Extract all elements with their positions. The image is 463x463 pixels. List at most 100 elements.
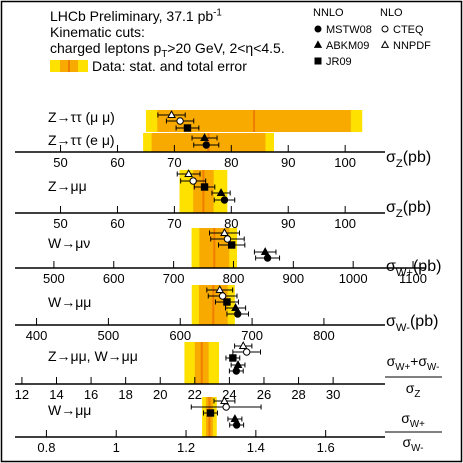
x-axis-label-numerator-part: W+ [410, 419, 425, 430]
marker [220, 228, 229, 237]
marker [263, 254, 272, 262]
marker [230, 414, 240, 423]
legend-label: ABKM09 [326, 40, 369, 52]
x-tick-label: 700 [163, 271, 185, 286]
x-axis-label-part: Z [396, 158, 403, 170]
x-axis-label-numerator-part: σ [387, 353, 396, 369]
x-tick-label: 80 [224, 155, 238, 170]
x-axis-label: σW-(pb) [386, 313, 438, 334]
marker [314, 25, 322, 33]
legend-label: MSTW08 [326, 24, 372, 36]
x-tick-label: 1000 [339, 271, 368, 286]
legend-label: NNPDF [393, 40, 431, 52]
marker [200, 183, 209, 191]
header-line: LHCb Preliminary, 37.1 pb-1 [50, 7, 222, 24]
x-axis-label-part: Z [396, 208, 403, 220]
marker [234, 310, 242, 318]
x-axis-label-denominator: σZ [406, 380, 421, 400]
marker [222, 403, 230, 411]
marker [216, 188, 226, 197]
x-axis-label-numerator-part: +σ [410, 353, 427, 369]
x-axis-label-numerator-part: W- [427, 362, 439, 373]
marker [231, 303, 240, 312]
x-tick-label: 90 [281, 216, 295, 231]
x-axis-label-part: W- [396, 322, 410, 334]
marker [227, 241, 236, 249]
header-line: charged leptons pT>20 GeV, 2<η<4.5. [50, 40, 285, 60]
legend-band-label: Data: stat. and total error [92, 58, 247, 74]
marker [220, 396, 229, 405]
x-tick-label: 1.2 [177, 440, 195, 455]
x-axis-label-part: W+ [396, 267, 413, 279]
x-tick-label: 60 [110, 155, 124, 170]
x-tick-label: 100 [334, 216, 356, 231]
x-tick-label: 50 [53, 155, 67, 170]
x-tick-label: 1 [113, 440, 120, 455]
x-axis-label-part: σ [386, 199, 396, 216]
x-axis-label-denominator: σW- [403, 434, 424, 454]
x-tick-label: 26 [257, 387, 271, 402]
header-line-part: charged leptons p [50, 40, 162, 56]
x-axis-label-part: (pb) [403, 199, 431, 216]
x-axis-label-part: (pb) [403, 149, 431, 166]
marker [313, 40, 323, 48]
x-axis-label-denominator-part: σ [403, 434, 412, 450]
marker [206, 409, 215, 417]
x-axis-label: σZ(pb) [386, 199, 431, 220]
x-axis-label-part: (pb) [413, 258, 441, 275]
marker [167, 110, 176, 119]
marker [223, 235, 232, 243]
header-line-part: >20 GeV, 2<η<4.5. [167, 40, 284, 56]
marker [202, 141, 210, 149]
x-tick-label: 30 [326, 387, 340, 402]
header-line: Kinematic cuts: [50, 24, 145, 40]
measurement-label: W→μμ [48, 294, 91, 310]
marker [232, 367, 241, 375]
x-tick-label: 28 [291, 387, 305, 402]
legend-label: CTEQ [393, 24, 424, 36]
x-tick-label: 18 [118, 387, 132, 402]
x-axis-label-part: σ [386, 313, 396, 330]
x-tick-label: 500 [98, 328, 120, 343]
measurement-label: Z→ττ (μ μ) [48, 109, 115, 125]
x-axis-label-part: σ [386, 258, 396, 275]
legend-label: JR09 [326, 56, 352, 68]
x-tick-label: 900 [282, 271, 304, 286]
marker [200, 133, 209, 142]
x-axis-label-denominator-part: W- [411, 443, 423, 454]
marker [229, 354, 237, 362]
x-tick-label: 50 [53, 216, 67, 231]
marker [183, 124, 192, 132]
marker [215, 285, 225, 294]
x-axis-label: σZ(pb) [386, 149, 431, 170]
marker [220, 196, 229, 204]
x-tick-label: 100 [334, 155, 356, 170]
x-tick-label: 1.4 [247, 440, 265, 455]
x-tick-label: 400 [26, 328, 48, 343]
marker [218, 292, 227, 300]
marker [189, 177, 197, 185]
header-line-part: -1 [213, 7, 222, 18]
marker [223, 298, 231, 306]
x-tick-label: 70 [167, 216, 181, 231]
x-tick-label: 500 [43, 271, 65, 286]
x-axis-label: σW+(pb) [386, 258, 441, 279]
marker [242, 348, 251, 356]
measurement-label: Z→μμ [48, 178, 87, 194]
marker [314, 57, 322, 65]
x-axis-label-numerator: σW++σW- [387, 353, 440, 373]
x-axis-label-numerator-part: σ [401, 410, 410, 426]
x-tick-label: 600 [103, 271, 125, 286]
x-axis-label-denominator-part: Z [414, 389, 420, 400]
x-axis-label-numerator: σW+ [401, 410, 425, 430]
x-tick-label: 800 [223, 271, 245, 286]
marker [380, 40, 390, 48]
measurement-label: W→μν [48, 235, 90, 251]
header-line-part: LHCb Preliminary, 37.1 pb [50, 8, 213, 24]
x-tick-label: 600 [169, 328, 191, 343]
header-line-part: Kinematic cuts: [50, 24, 145, 40]
header-line-part: T [161, 49, 167, 60]
x-tick-label: 14 [49, 387, 63, 402]
x-axis-label-denominator-part: σ [406, 380, 415, 396]
x-tick-label: 80 [224, 216, 238, 231]
